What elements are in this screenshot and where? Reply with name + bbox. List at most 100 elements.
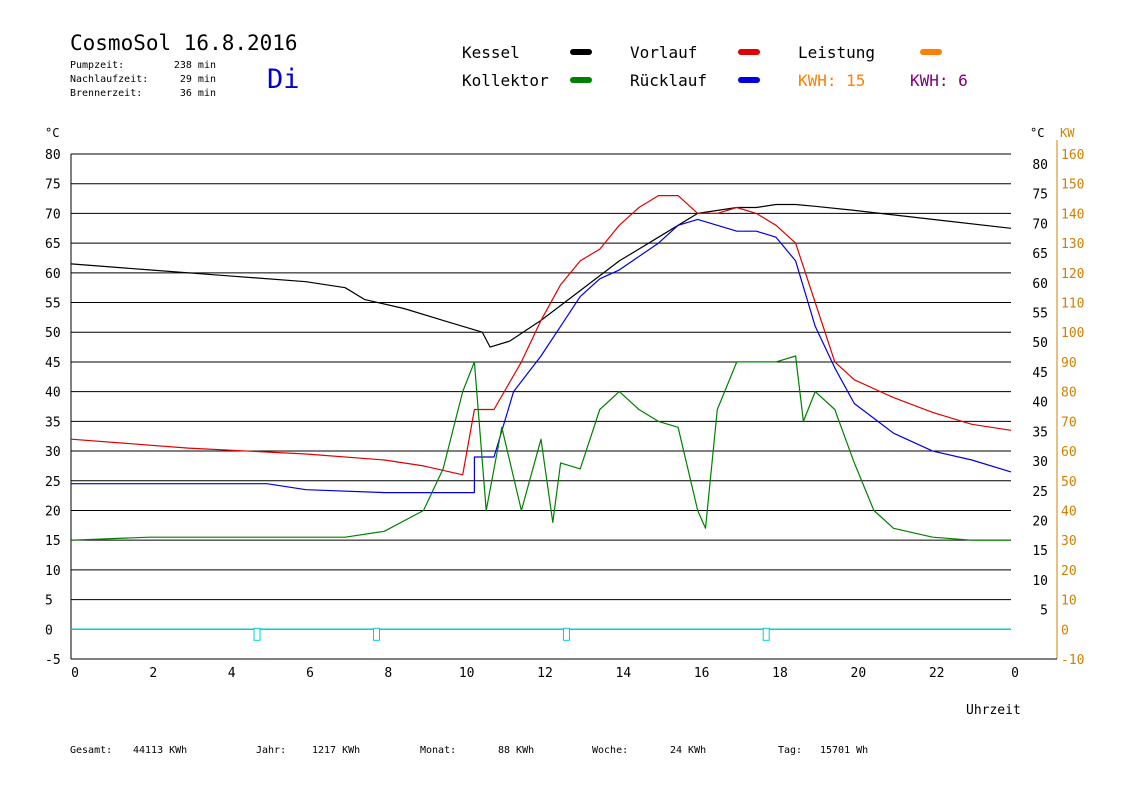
x-tick-label: 6 (306, 666, 314, 681)
x-tick-label: 4 (228, 666, 236, 681)
series-group (70, 195, 1012, 541)
x-tick-label: 8 (384, 666, 392, 681)
footer-label-gesamt: Gesamt: (70, 745, 112, 756)
right-temp-tick-label: 45 (1032, 366, 1048, 381)
stat-label-pumpzeit: Pumpzeit: (70, 60, 124, 71)
right-kw-tick-label: 40 (1061, 504, 1077, 519)
right-temp-tick-label: 15 (1032, 544, 1048, 559)
footer-totals: Gesamt: 44113 KWh Jahr: 1217 KWh Monat: … (70, 745, 868, 756)
stat-label-brennerzeit: Brennerzeit: (70, 88, 142, 99)
right-temp-tick-label: 60 (1032, 277, 1048, 292)
legend-label-kollektor: Kollektor (462, 71, 549, 90)
left-axis-unit: °C (45, 126, 59, 140)
right-temp-tick-label: 75 (1032, 188, 1048, 203)
right-kw-tick-label: -10 (1061, 653, 1084, 668)
legend-swatch-vorlauf (738, 49, 760, 55)
x-tick-label: 0 (1011, 666, 1019, 681)
series-line-kessel (70, 203, 1012, 348)
right-kw-tick-label: 100 (1061, 326, 1084, 341)
footer-value-jahr: 1217 KWh (312, 745, 360, 756)
pump-marker (562, 627, 570, 641)
left-tick-label: 45 (45, 356, 61, 371)
right-temp-tick-label: 5 (1040, 604, 1048, 619)
legend-swatch-leistung (920, 49, 942, 55)
left-tick-label: 50 (45, 326, 61, 341)
left-tick-label: 25 (45, 475, 61, 490)
stats-block: Pumpzeit: 238 min Nachlaufzeit: 29 min B… (70, 60, 216, 99)
right-temp-tick-label: 40 (1032, 396, 1048, 411)
right-temp-tick-label: 25 (1032, 485, 1048, 500)
left-tick-label: 40 (45, 386, 61, 401)
left-tick-label: 75 (45, 178, 61, 193)
pump-marker (253, 627, 261, 641)
right-kw-tick-label: 130 (1061, 237, 1084, 252)
x-tick-label: 20 (851, 666, 867, 681)
stat-value-nachlaufzeit: 29 min (180, 74, 216, 85)
right-kw-tick-label: 10 (1061, 594, 1077, 609)
series-line-vorlauf (70, 195, 1012, 476)
left-tick-label: 0 (45, 623, 53, 638)
right-kw-tick-label: 30 (1061, 534, 1077, 549)
x-tick-label: 16 (694, 666, 710, 681)
right-kw-tick-label: 0 (1061, 623, 1069, 638)
pump-marker (762, 627, 770, 641)
x-tick-label: 18 (772, 666, 788, 681)
legend-label-ruecklauf: Rücklauf (630, 71, 707, 90)
x-tick-label: 22 (929, 666, 945, 681)
left-tick-label: -5 (45, 653, 61, 668)
right-temp-tick-label: 30 (1032, 455, 1048, 470)
right-kw-tick-label: 80 (1061, 386, 1077, 401)
kwh-total-purple: KWH: 6 (910, 71, 968, 90)
weekday-label: Di (267, 64, 300, 95)
right-kw-tick-label: 110 (1061, 297, 1084, 312)
legend-swatch-kollektor (570, 77, 592, 83)
pump-marker (373, 627, 380, 641)
right-temp-tick-label: 55 (1032, 307, 1048, 322)
x-tick-label: 12 (537, 666, 553, 681)
footer-value-gesamt: 44113 KWh (133, 745, 187, 756)
right-temp-tick-label: 20 (1032, 514, 1048, 529)
legend: Kessel Vorlauf Leistung Kollektor Rückla… (462, 43, 968, 90)
x-axis-label: Uhrzeit (966, 703, 1021, 718)
left-tick-label: 65 (45, 237, 61, 252)
legend-swatch-ruecklauf (738, 77, 760, 83)
legend-label-kessel: Kessel (462, 43, 520, 62)
right-kw-tick-label: 150 (1061, 178, 1084, 193)
footer-value-monat: 88 KWh (498, 745, 534, 756)
left-tick-label: 5 (45, 594, 53, 609)
legend-label-vorlauf: Vorlauf (630, 43, 697, 62)
legend-swatch-kessel (570, 49, 592, 55)
right-kw-tick-label: 120 (1061, 267, 1084, 282)
right-kw-tick-label: 20 (1061, 564, 1077, 579)
x-axis-ticks: 0 2 4 6 8 10 12 14 16 18 20 22 0 (71, 666, 1019, 681)
right-temp-tick-label: 65 (1032, 247, 1048, 262)
stat-value-pumpzeit: 238 min (174, 60, 216, 71)
footer-label-monat: Monat: (420, 745, 456, 756)
right-kw-tick-label: 140 (1061, 207, 1084, 222)
footer-value-woche: 24 KWh (670, 745, 706, 756)
footer-label-woche: Woche: (592, 745, 628, 756)
right-temp-tick-label: 80 (1032, 158, 1048, 173)
grid-lines (70, 140, 1058, 660)
x-tick-label: 14 (616, 666, 632, 681)
right-temp-tick-label: 70 (1032, 217, 1048, 232)
right-kw-tick-label: 90 (1061, 356, 1077, 371)
left-tick-label: 70 (45, 207, 61, 222)
right-axis-temp-unit: °C (1030, 126, 1044, 140)
right-kw-tick-label: 160 (1061, 148, 1084, 163)
left-tick-label: 15 (45, 534, 61, 549)
right-axis-ticks: 80 75 70 65 60 55 50 45 40 35 30 25 20 15 10 5 160 150 140… (1032, 148, 1084, 668)
series-line-rücklauf (71, 218, 1012, 494)
chart-title: CosmoSol 16.8.2016 (70, 31, 298, 55)
x-tick-label: 0 (71, 666, 79, 681)
left-tick-label: 60 (45, 267, 61, 282)
left-tick-label: 20 (45, 504, 61, 519)
right-temp-tick-label: 10 (1032, 574, 1048, 589)
right-kw-tick-label: 50 (1061, 475, 1077, 490)
x-tick-label: 10 (459, 666, 475, 681)
series-line-kollektor (70, 355, 1011, 541)
legend-label-leistung: Leistung (798, 43, 875, 62)
left-tick-label: 30 (45, 445, 61, 460)
